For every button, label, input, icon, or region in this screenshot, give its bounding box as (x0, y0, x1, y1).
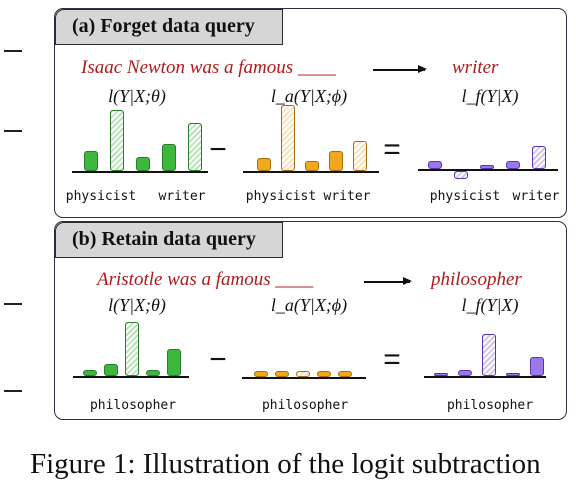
forget-chart-assistant (243, 105, 379, 189)
chart-bar (84, 150, 98, 171)
chart-bar (317, 370, 331, 377)
chart-bar (188, 123, 202, 171)
forget-arrow (373, 65, 427, 73)
chart-bar (257, 157, 271, 171)
chart-axis (73, 376, 189, 378)
figure-caption: Figure 1: Illustration of the logit subt… (30, 448, 541, 480)
chart-bar (110, 109, 124, 171)
retain-formula-model: l(Y|X;θ) (108, 295, 166, 315)
retain-chart-assistant (242, 315, 366, 393)
retain-panel-header: (b) Retain data query (55, 222, 283, 258)
chart-bar (338, 370, 352, 377)
retain-arrow (364, 277, 412, 285)
chart-bar (482, 334, 496, 376)
retain-formula-assistant: l_a(Y|X;ϕ) (270, 295, 348, 315)
margin-line (4, 303, 22, 305)
forget-formula-model: l(Y|X;θ) (108, 86, 166, 106)
chart-bar (428, 161, 442, 169)
retain-xlabel-3: philosopher (446, 398, 534, 413)
retain-xlabel-2: philosopher (261, 398, 349, 413)
retain-query: Aristotle was a famous ____ (97, 269, 314, 290)
chart-bar (296, 370, 310, 377)
forget-chart-forget (418, 109, 558, 189)
forget-panel-header: (a) Forget data query (55, 9, 283, 45)
forget-panel: (a) Forget data query Isaac Newton was a… (54, 8, 567, 218)
chart-bar (83, 370, 97, 376)
chart-bar (305, 161, 319, 171)
forget-answer: writer (452, 57, 499, 78)
retain-chart-forget (424, 315, 546, 393)
chart-bar (454, 171, 468, 179)
chart-bar (530, 356, 544, 376)
margin-line (4, 130, 22, 132)
chart-bar (506, 372, 520, 376)
forget-xlabel-writer-1: writer (158, 189, 206, 204)
retain-minus: − (209, 343, 227, 376)
forget-xlabel-physicist-3: physicist (429, 189, 501, 204)
chart-axis (243, 171, 379, 173)
margin-line (4, 390, 22, 392)
forget-formula-forget: l_f(Y|X) (461, 86, 519, 106)
chart-bar (275, 370, 289, 377)
chart-bar (167, 349, 181, 376)
chart-bar (254, 370, 268, 377)
chart-bar (104, 364, 118, 376)
forget-query: Isaac Newton was a famous ____ (81, 57, 336, 78)
margin-line (4, 50, 22, 52)
chart-bar (146, 370, 160, 376)
chart-bar (353, 141, 367, 171)
chart-bar (136, 157, 150, 171)
retain-formula-forget: l_f(Y|X) (461, 295, 519, 315)
chart-axis (72, 171, 208, 173)
retain-panel: (b) Retain data query Aristotle was a fa… (54, 221, 567, 420)
chart-bar (480, 165, 494, 169)
forget-xlabel-writer-2: writer (323, 189, 371, 204)
forget-equals: = (383, 133, 401, 166)
retain-answer: philosopher (431, 269, 522, 290)
forget-minus: − (209, 133, 227, 166)
forget-xlabel-physicist-2: physicist (245, 189, 317, 204)
chart-bar (281, 105, 295, 171)
retain-xlabel-1: philosopher (89, 398, 177, 413)
retain-equals: = (383, 343, 401, 376)
chart-axis (424, 376, 546, 378)
forget-xlabel-writer-3: writer (512, 189, 560, 204)
chart-axis (242, 377, 366, 379)
chart-bar (532, 146, 546, 169)
forget-xlabel-physicist-1: physicist (65, 189, 137, 204)
chart-bar (162, 143, 176, 171)
chart-bar (329, 151, 343, 171)
chart-bar (125, 322, 139, 376)
chart-bar (458, 369, 472, 376)
chart-bar (434, 372, 448, 376)
chart-axis (418, 169, 558, 171)
chart-bar (506, 161, 520, 169)
retain-chart-model (73, 315, 189, 393)
forget-chart-model (72, 109, 208, 189)
forget-formula-assistant: l_a(Y|X;ϕ) (270, 86, 348, 106)
